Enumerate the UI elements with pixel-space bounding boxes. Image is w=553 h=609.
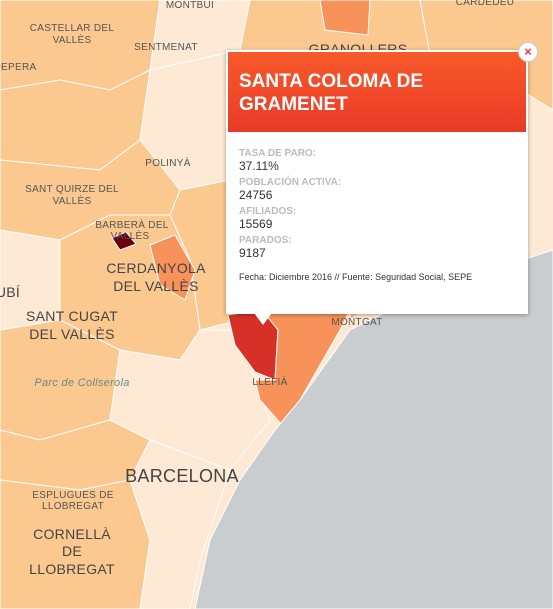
place-label: CERDANYOLA [106, 260, 206, 276]
region [319, 0, 371, 36]
place-label: CASTELLAR DEL [30, 23, 115, 34]
region [111, 231, 137, 251]
field-label: AFILIADOS: [239, 206, 297, 217]
place-label: ESPLUGUES DE [32, 490, 113, 501]
close-button[interactable]: × [518, 42, 538, 62]
place-label: VALLÈS [111, 229, 150, 242]
field-label: POBLACIÓN ACTIVA: [239, 177, 342, 188]
place-label: DEL VALLÈS [113, 278, 199, 294]
field-label: TASA DE PARO: [239, 148, 317, 159]
place-label: VALLÈS [53, 194, 92, 207]
field-value: 9187 [239, 246, 266, 260]
field-value: 37.11% [239, 159, 279, 173]
place-label: SANT CUGAT [26, 308, 118, 324]
place-label: LLOBREGAT [42, 501, 104, 512]
popup-footer: Fecha: Diciembre 2016 // Fuente: Segurid… [239, 272, 473, 282]
popup-title: SANTA COLOMA DE GRAMENET [228, 52, 526, 132]
place-label: DEL VALLÈS [29, 326, 115, 342]
place-label: MONTGAT [331, 317, 382, 328]
park-label: Parc de Collserola [34, 377, 129, 389]
popup-body: TASA DE PARO: 37.11% POBLACIÓN ACTIVA: 2475… [226, 132, 528, 294]
place-label: BARCELONA [125, 466, 239, 486]
place-label: LLEFIÀ [252, 375, 287, 388]
place-label: LLOBREGAT [29, 561, 115, 577]
region [149, 234, 196, 301]
place-label: BARBERÀ DEL [95, 218, 168, 231]
field-label: PARADOS: [239, 235, 292, 246]
labels: MONTBUI CASTELLAR DEL VALLÈS SENTMENAT G… [0, 0, 514, 577]
place-label: SANT QUIRZE DEL [25, 184, 119, 195]
info-popup: SANTA COLOMA DE GRAMENET TASA DE PARO: 37… [226, 50, 528, 314]
region [129, 439, 231, 609]
place-label: POLINYÀ [145, 156, 190, 169]
place-label: CARDEDEU [456, 0, 515, 8]
place-label: VALLÈS [53, 33, 92, 46]
region [254, 309, 351, 426]
place-label: DEPERA [0, 62, 36, 73]
place-label: CORNELLÀ [33, 526, 111, 542]
place-label: DE [62, 543, 82, 559]
popup-pointer [254, 313, 272, 325]
place-label: UBÍ [0, 284, 20, 300]
place-label: SENTMENAT [134, 42, 198, 53]
place-label: MONTBUI [166, 0, 214, 11]
field-value: 15569 [239, 217, 273, 231]
field-value: 24756 [239, 188, 273, 202]
